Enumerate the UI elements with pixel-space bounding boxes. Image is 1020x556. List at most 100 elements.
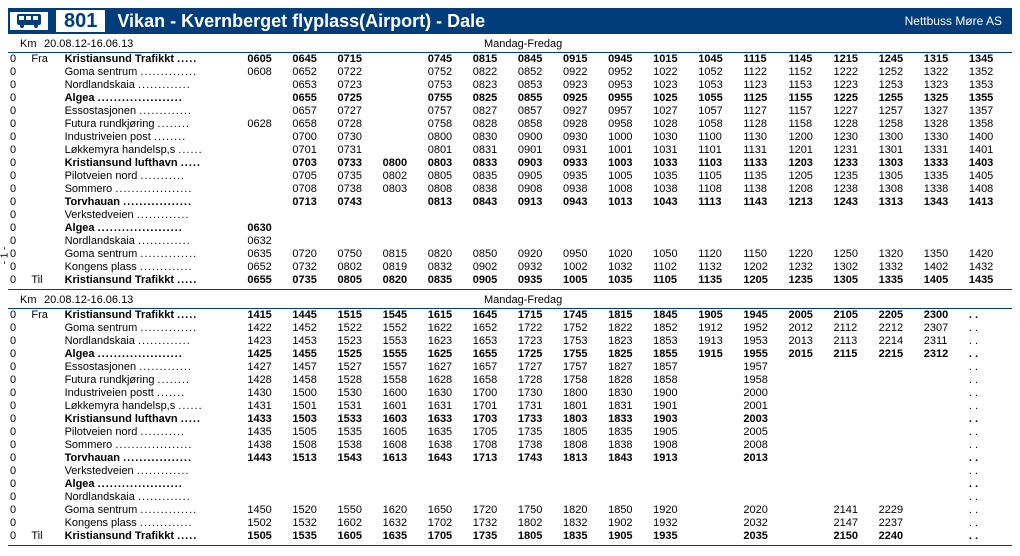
route-title: Vikan - Kvernberget flyplass(Airport) - … xyxy=(117,11,904,32)
time-cell: 1255 xyxy=(877,92,922,105)
time-cell: 1800 xyxy=(561,387,606,400)
time-cell: 1358 xyxy=(967,118,1012,131)
time-cell xyxy=(786,209,831,222)
stop-name: Essostasjonen ............. xyxy=(63,361,246,374)
direction-cell xyxy=(29,144,62,157)
time-cell xyxy=(381,209,426,222)
time-cell: 1157 xyxy=(786,105,831,118)
km-cell: 0 xyxy=(8,491,29,504)
time-cell: 1202 xyxy=(741,261,786,274)
time-cell xyxy=(786,517,831,530)
time-cell xyxy=(696,504,741,517)
stop-name: Algea ..................... xyxy=(63,348,246,361)
stop-name: Goma sentrum .............. xyxy=(63,66,246,79)
time-cell: 1135 xyxy=(696,274,741,287)
time-cell: 0835 xyxy=(471,170,516,183)
direction-cell xyxy=(29,235,62,248)
time-cell: 1227 xyxy=(832,105,877,118)
time-cell: 1552 xyxy=(381,322,426,335)
time-cell: 1913 xyxy=(651,452,696,465)
stop-name: Sommero ................... xyxy=(63,183,246,196)
km-cell: 0 xyxy=(8,261,29,274)
time-cell: 0832 xyxy=(426,261,471,274)
time-cell: 1753 xyxy=(561,335,606,348)
time-cell xyxy=(877,465,922,478)
time-cell xyxy=(516,465,561,478)
time-cell: 1458 xyxy=(290,374,335,387)
time-cell xyxy=(877,426,922,439)
time-cell: 0955 xyxy=(606,92,651,105)
time-cell: 1138 xyxy=(741,183,786,196)
table-row: 0Nordlandskaia .............142314531523… xyxy=(8,335,1012,348)
time-cell xyxy=(967,222,1012,235)
time-cell: 1622 xyxy=(426,322,471,335)
time-cell xyxy=(245,196,290,209)
time-cell: 1713 xyxy=(471,452,516,465)
time-cell: 1835 xyxy=(606,426,651,439)
time-cell xyxy=(651,222,696,235)
time-cell xyxy=(696,235,741,248)
time-cell: 1205 xyxy=(786,170,831,183)
time-cell: 0935 xyxy=(561,170,606,183)
time-cell xyxy=(832,361,877,374)
table-row: 0Verkstedveien ............. xyxy=(8,209,1012,222)
time-cell: 1055 xyxy=(696,92,741,105)
time-cell: 1550 xyxy=(336,504,381,517)
time-cell: 0908 xyxy=(516,183,561,196)
direction-cell xyxy=(29,426,62,439)
time-cell xyxy=(561,222,606,235)
time-cell: 1835 xyxy=(561,530,606,543)
time-cell: 1445 xyxy=(290,309,335,322)
stop-name: Algea ..................... xyxy=(63,478,246,491)
time-cell: 1525 xyxy=(336,348,381,361)
table-row: 0Pilotveien nord ...........143515051535… xyxy=(8,426,1012,439)
time-cell: 0831 xyxy=(471,144,516,157)
time-cell: 1053 xyxy=(696,79,741,92)
direction-cell xyxy=(29,478,62,491)
time-cell: 1702 xyxy=(426,517,471,530)
direction-cell xyxy=(29,183,62,196)
time-cell xyxy=(877,439,922,452)
time-cell: 0727 xyxy=(336,105,381,118)
km-cell: 0 xyxy=(8,92,29,105)
time-cell xyxy=(381,53,426,66)
direction-cell xyxy=(29,131,62,144)
time-cell: 1000 xyxy=(606,131,651,144)
table-row: 0Goma sentrum ..............063507200750… xyxy=(8,248,1012,261)
time-cell: 1153 xyxy=(786,79,831,92)
time-cell xyxy=(290,235,335,248)
time-cell: 1331 xyxy=(922,144,967,157)
time-cell: 1335 xyxy=(877,274,922,287)
time-cell: 0845 xyxy=(516,53,561,66)
time-cell: 1728 xyxy=(516,374,561,387)
time-cell: 1538 xyxy=(336,439,381,452)
time-cell: 0943 xyxy=(561,196,606,209)
km-cell: 0 xyxy=(8,322,29,335)
time-cell: 1700 xyxy=(471,387,516,400)
table-row: 0Industriveien post ........070007300800… xyxy=(8,131,1012,144)
time-cell: 1327 xyxy=(922,105,967,118)
time-cell: 1155 xyxy=(786,92,831,105)
time-cell: 1628 xyxy=(426,374,471,387)
time-cell: 1222 xyxy=(832,66,877,79)
time-cell: 2229 xyxy=(877,504,922,517)
time-cell: 1533 xyxy=(336,413,381,426)
time-cell xyxy=(606,209,651,222)
time-cell: . . xyxy=(967,478,1012,491)
time-cell: 0953 xyxy=(606,79,651,92)
time-cell: 2000 xyxy=(741,387,786,400)
time-cell xyxy=(245,170,290,183)
time-cell xyxy=(786,387,831,400)
time-cell: 0957 xyxy=(606,105,651,118)
time-cell: 1105 xyxy=(696,170,741,183)
time-cell: 1400 xyxy=(967,131,1012,144)
time-cell: 1243 xyxy=(832,196,877,209)
time-cell xyxy=(696,452,741,465)
time-cell xyxy=(832,235,877,248)
timetable-block-2: 0FraKristiansund Trafikkt .....141514451… xyxy=(8,309,1012,543)
time-cell: 0713 xyxy=(290,196,335,209)
table-row: 0Løkkemyra handelsp,s ......070107310801… xyxy=(8,144,1012,157)
time-cell xyxy=(426,222,471,235)
time-cell: 2311 xyxy=(922,335,967,348)
time-cell: 1658 xyxy=(471,374,516,387)
